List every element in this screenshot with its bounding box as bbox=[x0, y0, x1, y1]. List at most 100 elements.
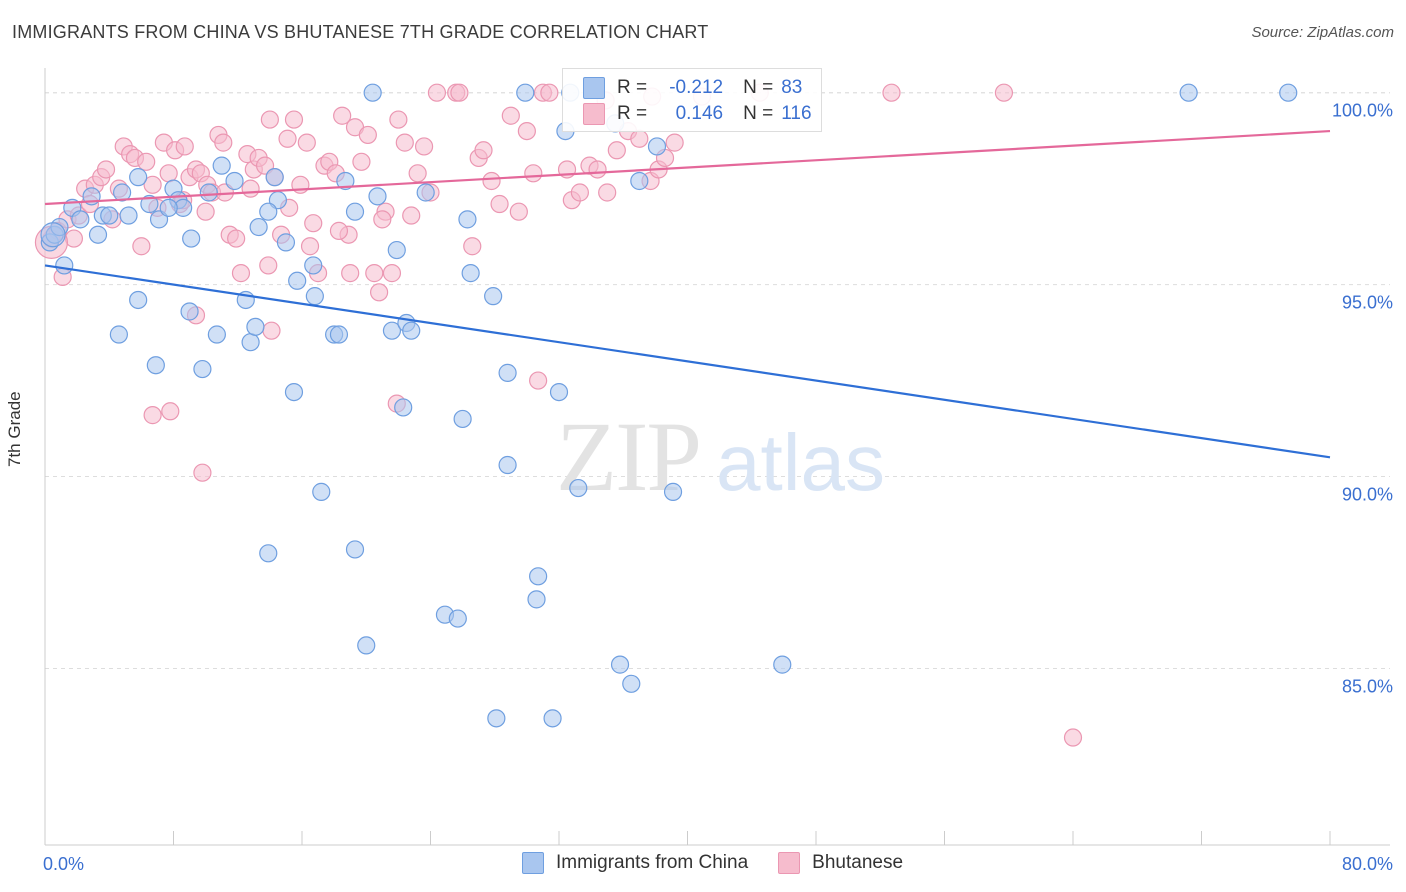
legend-r-label: R = bbox=[617, 103, 648, 124]
data-point-china bbox=[129, 168, 148, 187]
data-point-bhutanese bbox=[395, 133, 414, 152]
legend-n-value: 83 bbox=[781, 77, 803, 98]
legend-item-bhutanese[interactable]: Bhutanese bbox=[778, 852, 903, 874]
legend-swatch-bhutanese bbox=[778, 852, 801, 874]
data-point-china bbox=[193, 359, 212, 379]
y-tick-label: 85.0% bbox=[1342, 676, 1393, 696]
data-point-bhutanese bbox=[540, 83, 559, 102]
data-point-china bbox=[129, 290, 148, 310]
data-point-bhutanese bbox=[278, 129, 297, 148]
data-point-china bbox=[527, 590, 546, 609]
data-point-china bbox=[610, 655, 630, 674]
data-point-china bbox=[345, 202, 365, 221]
data-point-china bbox=[119, 206, 138, 225]
data-point-china bbox=[246, 317, 265, 336]
data-point-bhutanese bbox=[882, 83, 901, 102]
data-point-bhutanese bbox=[352, 152, 371, 171]
data-point-bhutanese bbox=[341, 264, 360, 283]
data-point-bhutanese bbox=[137, 152, 156, 171]
data-point-bhutanese bbox=[1063, 728, 1083, 747]
data-point-bhutanese bbox=[570, 183, 589, 202]
x-tick-label: 80.0% bbox=[1342, 854, 1393, 874]
data-point-bhutanese bbox=[297, 133, 316, 152]
data-point-china bbox=[461, 264, 480, 283]
legend-r-value: -0.212 bbox=[669, 77, 724, 98]
data-point-bhutanese bbox=[260, 110, 279, 129]
data-point-china bbox=[276, 233, 296, 252]
data-point-china bbox=[549, 382, 569, 402]
legend-n-label: N = bbox=[743, 77, 774, 98]
data-point-bhutanese bbox=[358, 125, 377, 145]
data-point-china bbox=[416, 183, 435, 202]
data-point-china bbox=[100, 206, 119, 225]
data-point-bhutanese bbox=[607, 141, 626, 160]
data-point-bhutanese bbox=[231, 264, 251, 283]
y-tick-label: 90.0% bbox=[1342, 485, 1393, 505]
stats-legend: R = -0.212 N = 83 R = 0.146 N = 116 bbox=[562, 68, 822, 132]
data-point-bhutanese bbox=[196, 202, 215, 221]
data-point-china bbox=[329, 325, 349, 344]
data-point-bhutanese bbox=[501, 106, 520, 125]
legend-item-china[interactable]: Immigrants from China bbox=[522, 852, 748, 874]
data-point-china bbox=[647, 137, 667, 156]
data-point-bhutanese bbox=[370, 283, 389, 302]
data-point-china bbox=[109, 325, 128, 344]
data-point-bhutanese bbox=[64, 229, 84, 248]
data-point-china bbox=[516, 83, 535, 102]
legend-row-china: R = -0.212 N = 83 bbox=[583, 76, 802, 100]
data-point-bhutanese bbox=[382, 264, 402, 283]
watermark-atlas: atlas bbox=[716, 418, 885, 507]
data-point-china bbox=[241, 333, 260, 352]
axes bbox=[44, 68, 1390, 846]
data-point-bhutanese bbox=[588, 160, 607, 179]
data-point-bhutanese bbox=[373, 210, 392, 229]
data-point-china bbox=[368, 187, 387, 206]
data-point-bhutanese bbox=[402, 206, 421, 225]
data-point-china bbox=[140, 194, 159, 214]
data-point-china bbox=[345, 540, 365, 559]
data-point-china bbox=[225, 171, 244, 191]
legend-r-value: 0.146 bbox=[675, 103, 724, 124]
data-point-china bbox=[529, 567, 548, 586]
data-point-china bbox=[357, 636, 376, 655]
data-point-china bbox=[363, 83, 382, 102]
data-point-china bbox=[304, 256, 323, 275]
data-point-china bbox=[630, 171, 649, 191]
tick-labels: 85.0% 90.0% 95.0% 100.0% 0.0% 80.0% bbox=[43, 101, 1393, 874]
data-point-china bbox=[249, 217, 268, 237]
data-point-bhutanese bbox=[214, 133, 233, 152]
data-point-china bbox=[453, 409, 472, 429]
series-legend: Immigrants from China Bhutanese bbox=[522, 852, 933, 874]
legend-swatch-china bbox=[522, 852, 544, 874]
data-point-china bbox=[663, 482, 683, 501]
data-point-china bbox=[259, 202, 278, 221]
data-point-bhutanese bbox=[450, 83, 469, 102]
trend-lines bbox=[44, 129, 1331, 459]
data-point-bhutanese bbox=[665, 133, 684, 152]
data-point-bhutanese bbox=[365, 264, 384, 283]
data-point-china bbox=[402, 321, 421, 340]
data-point-china bbox=[773, 655, 792, 674]
data-point-china bbox=[40, 222, 66, 248]
data-point-bhutanese bbox=[389, 110, 408, 129]
data-point-bhutanese bbox=[175, 137, 194, 156]
chart-title: IMMIGRANTS FROM CHINA VS BHUTANESE 7TH G… bbox=[12, 22, 709, 42]
data-point-bhutanese bbox=[193, 463, 212, 482]
data-point-china bbox=[288, 271, 307, 290]
data-point-china bbox=[259, 544, 278, 563]
legend-row-bhutanese: R = 0.146 N = 116 bbox=[583, 102, 812, 126]
data-point-bhutanese bbox=[598, 183, 617, 202]
data-point-bhutanese bbox=[304, 214, 323, 233]
data-point-bhutanese bbox=[463, 237, 482, 256]
data-point-china bbox=[284, 382, 304, 402]
data-point-china bbox=[484, 287, 503, 306]
data-point-bhutanese bbox=[284, 110, 304, 129]
data-point-bhutanese bbox=[509, 202, 528, 221]
data-point-china bbox=[498, 455, 517, 475]
trend-line-china bbox=[44, 264, 1331, 459]
data-point-china bbox=[387, 240, 406, 260]
data-point-china bbox=[180, 302, 199, 321]
data-point-bhutanese bbox=[96, 160, 116, 179]
x-tick-label: 0.0% bbox=[43, 854, 84, 874]
data-point-china bbox=[543, 709, 562, 728]
